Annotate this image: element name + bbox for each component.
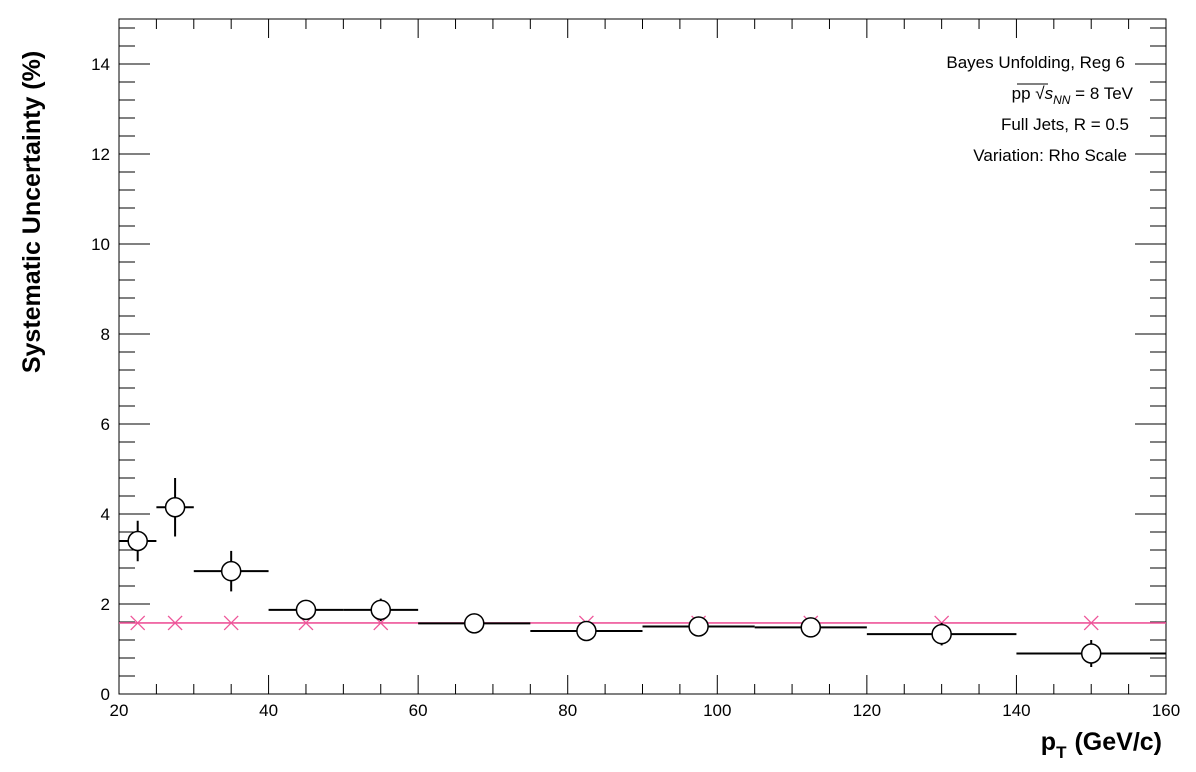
annotation-line-2-pre: pp	[1012, 84, 1036, 103]
data-point-8	[754, 617, 867, 638]
annotation-line-2-sym: s	[1045, 84, 1054, 103]
x-axis-title-sub: T	[1056, 743, 1067, 762]
data-marker	[463, 613, 485, 634]
x-tick-label-40: 40	[259, 701, 278, 720]
y-tick-label-10: 10	[91, 235, 110, 254]
annotation-line-2-sub: NN	[1053, 93, 1071, 107]
data-point-1	[156, 478, 194, 537]
data-point-10	[1016, 640, 1166, 667]
y-tick-label-6: 6	[101, 415, 110, 434]
series-layer	[119, 478, 1166, 667]
x-tick-label-140: 140	[1002, 701, 1030, 720]
y-tick-label-14: 14	[91, 55, 110, 74]
data-marker	[127, 530, 148, 552]
data-marker	[576, 620, 597, 642]
x-marker-2	[223, 615, 239, 631]
data-marker	[164, 497, 186, 518]
x-tick-label-100: 100	[703, 701, 731, 720]
x-marker-stroke-b	[223, 615, 239, 631]
data-point-4	[343, 598, 419, 622]
data-point-0	[119, 520, 157, 562]
x-marker-10	[1083, 615, 1099, 631]
data-point-3	[268, 599, 344, 621]
annotation-line-3: Full Jets, R = 0.5	[1001, 115, 1129, 134]
data-point-9	[866, 622, 1017, 646]
sqrt-symbol: √	[1035, 84, 1045, 103]
tick-labels: 20 40 60 80 100 120 140 160 0 2 4 6 8 10 12 14	[91, 55, 1180, 720]
y-tick-label-8: 8	[101, 325, 110, 344]
x-tick-label-20: 20	[110, 701, 129, 720]
axis-ticks	[118, 19, 1167, 695]
y-axis-title: Systematic Uncertainty (%)	[18, 51, 46, 373]
y-tick-label-2: 2	[101, 595, 110, 614]
data-marker	[688, 616, 709, 637]
data-point-6	[530, 620, 643, 642]
x-axis-title-unit: (GeV/c)	[1074, 728, 1162, 756]
data-marker	[931, 623, 952, 645]
x-marker-stroke-b	[130, 615, 146, 631]
data-point-5	[418, 613, 531, 634]
x-axis-title: pT (GeV/c)	[1041, 728, 1162, 762]
data-point-7	[642, 616, 755, 637]
data-marker	[370, 599, 391, 621]
x-tick-label-120: 120	[853, 701, 881, 720]
data-marker	[295, 599, 317, 621]
annotation-line-2-post: = 8 TeV	[1070, 84, 1133, 103]
y-tick-label-12: 12	[91, 145, 110, 164]
legend: Bayes Unfolding, Reg 6 pp √sNN = 8 TeV F…	[946, 53, 1133, 165]
y-tick-label-0: 0	[101, 685, 110, 704]
x-axis-title-main: p	[1041, 728, 1056, 756]
annotation-line-1: Bayes Unfolding, Reg 6	[946, 53, 1125, 72]
data-marker	[1080, 643, 1102, 664]
annotation-line-4: Variation: Rho Scale	[973, 146, 1127, 165]
y-tick-label-4: 4	[101, 505, 110, 524]
x-marker-stroke-b	[167, 615, 183, 631]
annotation-line-2: pp √sNN = 8 TeV	[1012, 84, 1134, 107]
data-marker	[220, 560, 242, 582]
x-marker-1	[167, 615, 183, 631]
data-point-2	[193, 550, 269, 592]
x-tick-label-80: 80	[558, 701, 577, 720]
x-marker-0	[130, 615, 146, 631]
x-marker-stroke-b	[1083, 615, 1099, 631]
x-tick-label-60: 60	[409, 701, 428, 720]
x-tick-label-160: 160	[1152, 701, 1180, 720]
data-marker	[800, 617, 822, 638]
